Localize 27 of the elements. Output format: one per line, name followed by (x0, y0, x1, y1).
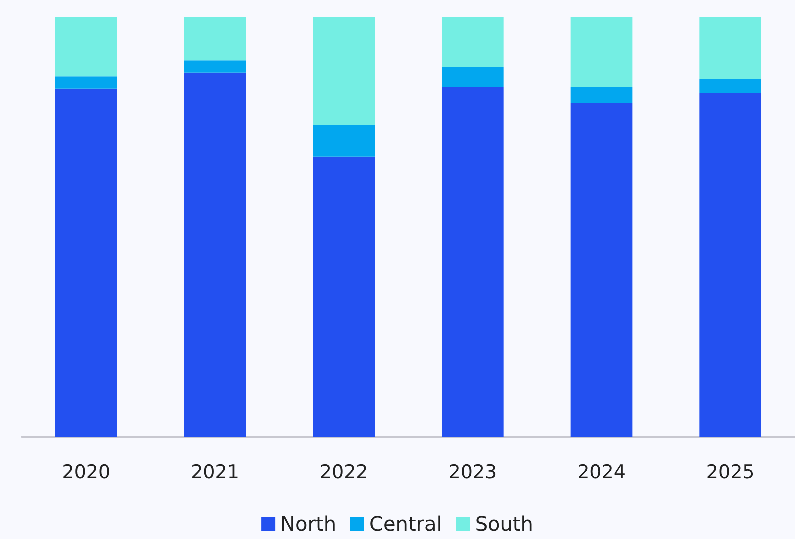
bar (442, 17, 504, 67)
legend-label: South (475, 512, 534, 536)
bar (55, 76, 118, 89)
bar (313, 17, 376, 125)
x-tick-label: 2025 (706, 462, 755, 484)
bar (570, 17, 633, 88)
legend-label: North (280, 512, 336, 536)
bar (313, 124, 376, 157)
x-tick-label: 2022 (320, 462, 368, 484)
bar (700, 79, 762, 94)
bar (700, 93, 762, 437)
bar (700, 17, 762, 80)
bar (313, 156, 376, 437)
x-tick-label: 2024 (578, 462, 626, 484)
bar (184, 72, 246, 437)
x-tick-label: 2023 (448, 462, 498, 484)
x-tick-label: 2021 (191, 462, 240, 484)
legend-label: Central (369, 512, 442, 536)
bar (570, 103, 633, 437)
bar (55, 17, 118, 77)
bar (184, 60, 246, 73)
bar (184, 17, 246, 61)
bar (442, 66, 504, 88)
bar (570, 87, 633, 104)
bar (55, 88, 118, 437)
x-tick-label: 2020 (62, 462, 111, 484)
bar (442, 87, 504, 437)
